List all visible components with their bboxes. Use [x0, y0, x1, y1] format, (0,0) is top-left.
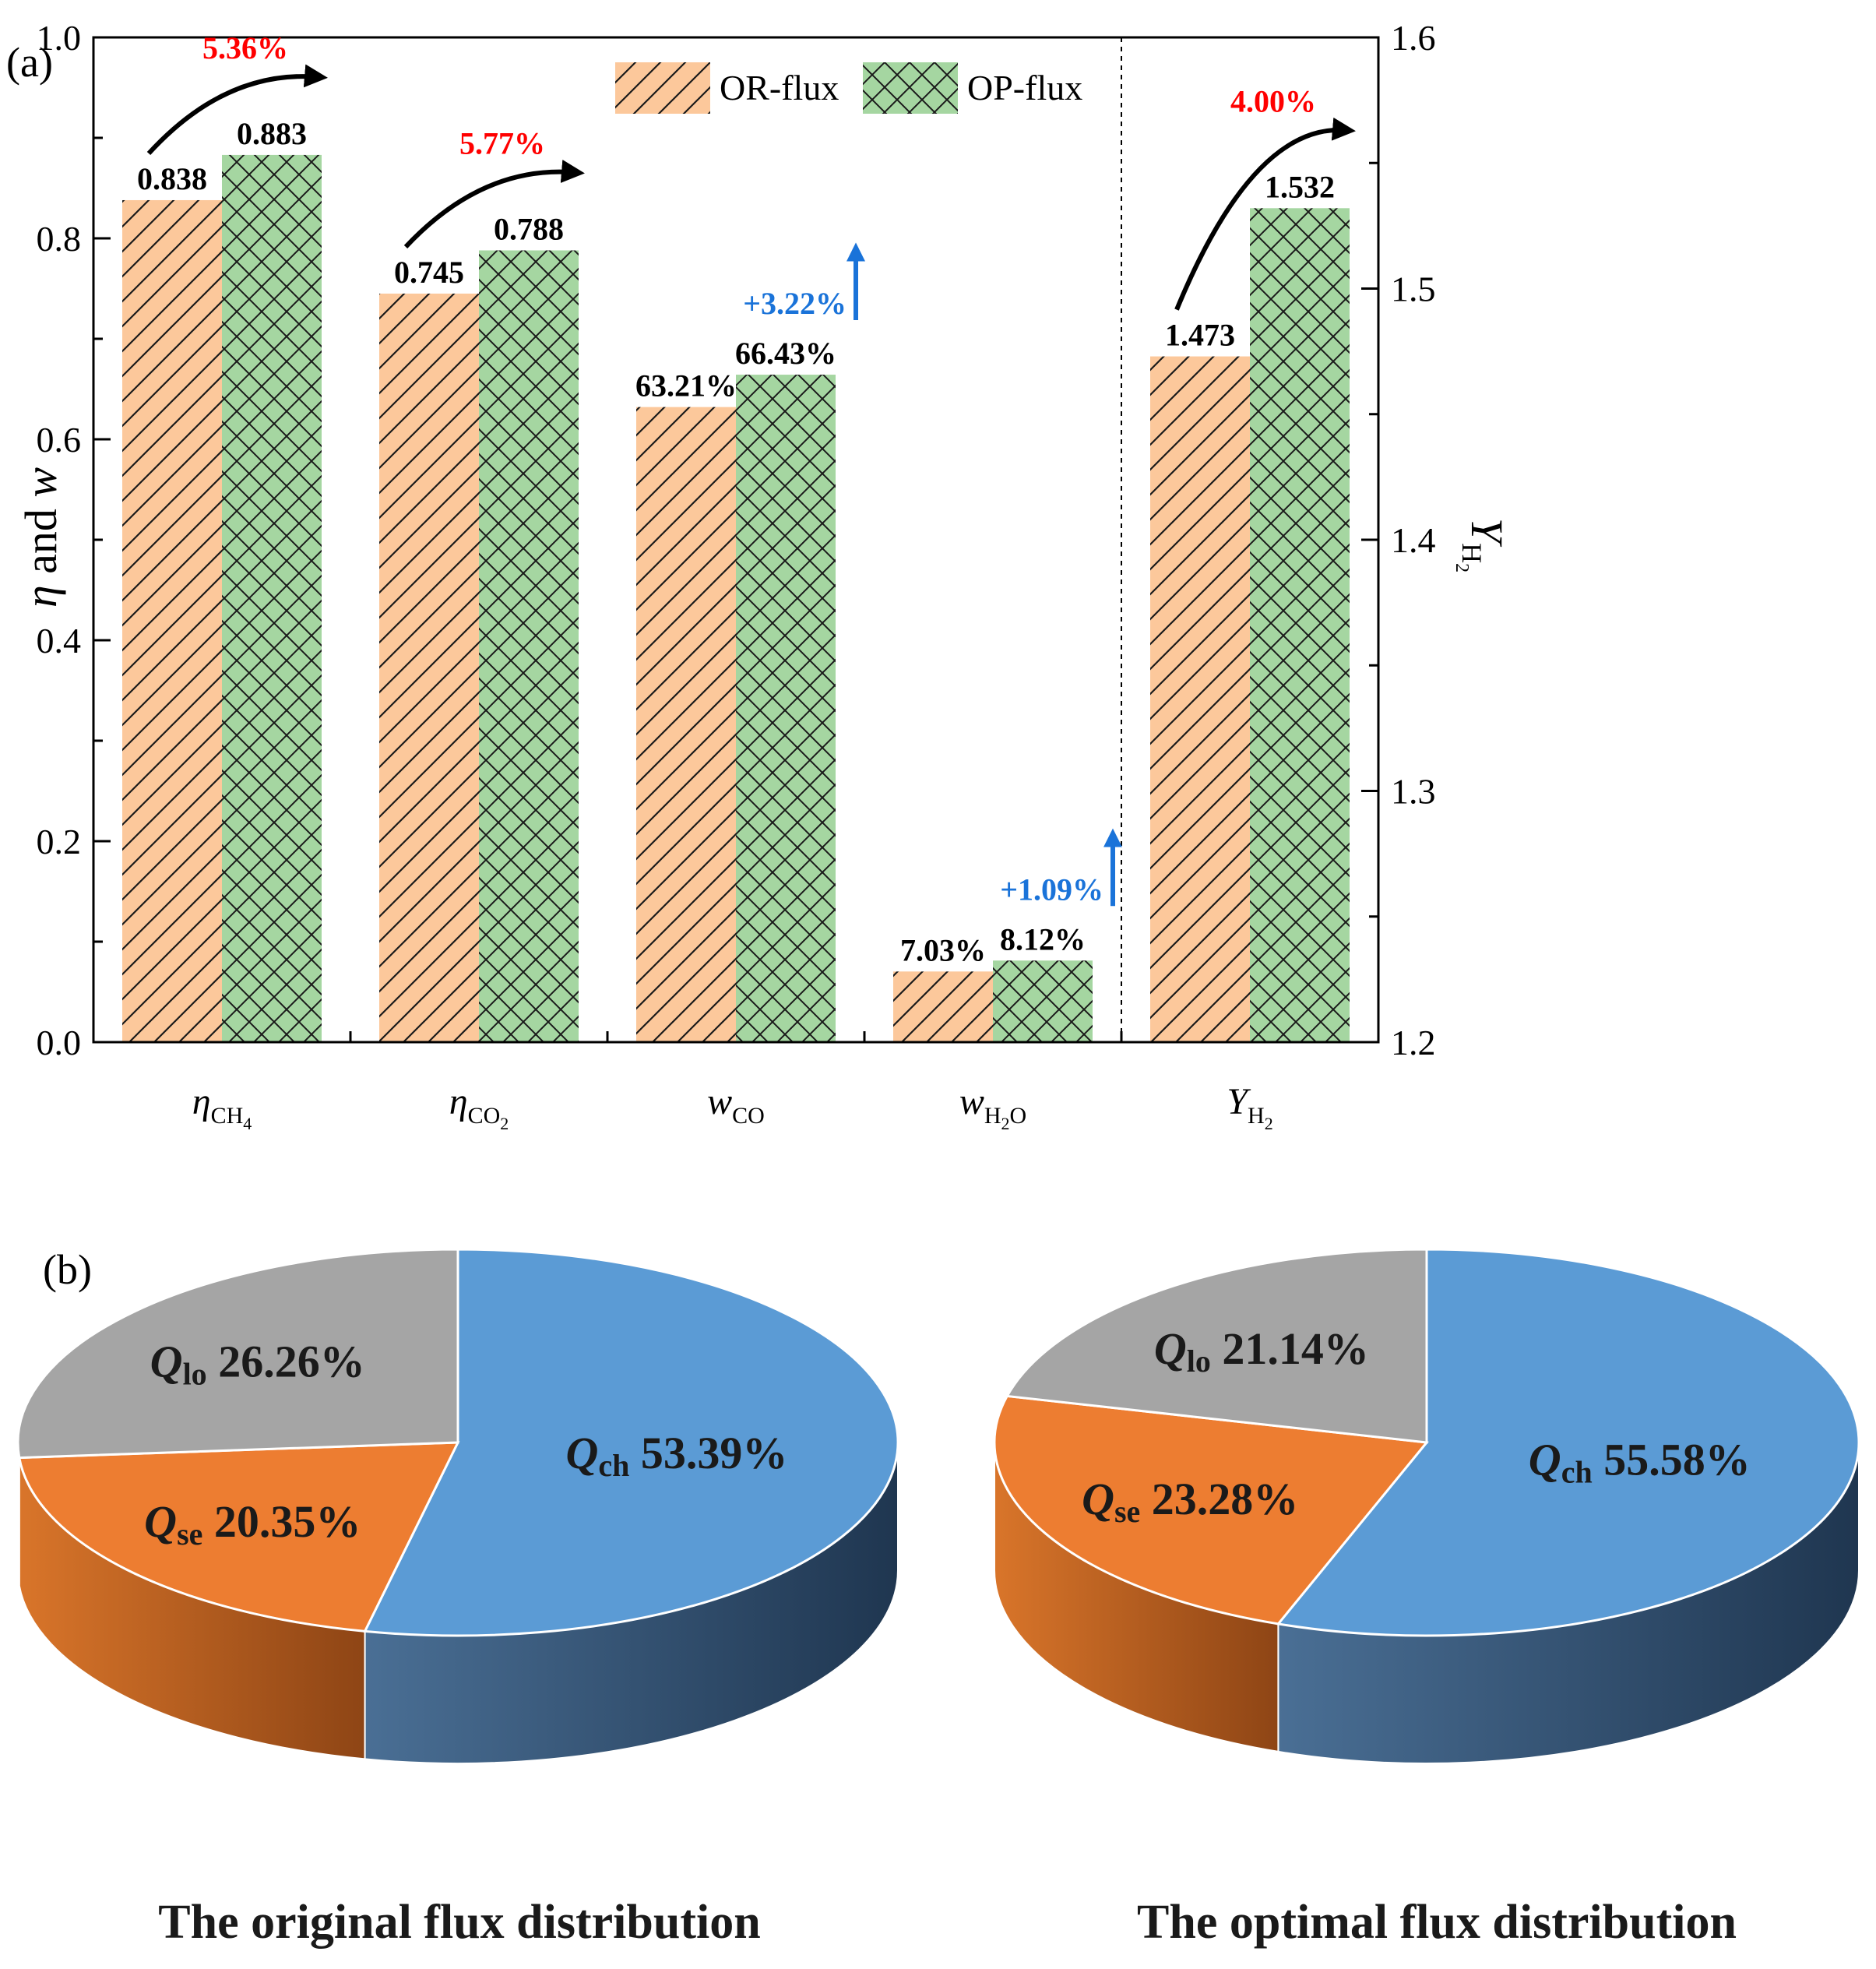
- pie-label-qse: Qse 20.35%: [144, 1496, 361, 1552]
- left-tick-label: 0.4: [37, 621, 82, 660]
- pie-caption: The optimal flux distribution: [1137, 1896, 1737, 1949]
- bar-value-label: 63.21%: [635, 368, 737, 403]
- increase-label: +1.09%: [1000, 872, 1103, 907]
- left-tick-label: 0.0: [37, 1023, 82, 1062]
- bar-op-flux-2: [736, 375, 836, 1043]
- bar-value-label: 8.12%: [1000, 921, 1086, 956]
- left-tick-label: 0.6: [37, 420, 82, 460]
- increase-label: +3.22%: [743, 286, 846, 321]
- right-axis-title: YH2: [1452, 518, 1512, 572]
- axes: ηCH4 ηCO2 wCO wH2O YH2 0.0 0.2 0.4 0.6 0.8 1.0 1.2 1…: [16, 18, 1512, 1133]
- left-tick-label: 0.8: [37, 219, 82, 259]
- bar-or-flux-2: [636, 407, 736, 1042]
- legend-swatch-or-flux: [615, 62, 710, 114]
- right-tick-label: 1.4: [1391, 520, 1436, 560]
- pie-side-qlo: [17, 1442, 20, 1586]
- bar-value-label: 1.532: [1265, 169, 1335, 204]
- bar-value-label: 0.883: [237, 116, 307, 151]
- category-label: ηCH4: [192, 1081, 252, 1133]
- bar-value-labels: 0.838 0.883 0.745 0.788 63.21%66.43% 7.03% 8.1…: [137, 116, 1335, 967]
- increase-label: 4.00%: [1230, 83, 1316, 118]
- bar-op-flux-1: [479, 250, 579, 1043]
- right-tick-label: 1.3: [1391, 772, 1436, 812]
- left-tick-label: 0.2: [37, 822, 82, 861]
- left-tick-label: 1.0: [37, 18, 82, 58]
- bar-op-flux-4: [1250, 208, 1350, 1042]
- pie-label-qse: Qse 23.28%: [1082, 1474, 1298, 1529]
- category-label: ηCO2: [449, 1081, 509, 1133]
- pie-chart-panel: (b) Qch 53.39% Qse 20.35% Qlo 26.26% The or…: [16, 1246, 1860, 1949]
- bar-or-flux-4: [1150, 356, 1250, 1042]
- legend-swatch-op-flux: [863, 62, 958, 114]
- legend-label-or-flux: OR-flux: [720, 68, 839, 107]
- bar-value-label: 0.745: [394, 255, 464, 290]
- right-tick-label: 1.5: [1391, 269, 1436, 309]
- category-label: wCO: [707, 1081, 765, 1129]
- right-tick-label: 1.2: [1391, 1023, 1436, 1062]
- bar-group: [122, 154, 1350, 1043]
- panel-b-label: (b): [43, 1246, 92, 1293]
- pie-caption: The original flux distribution: [158, 1896, 760, 1949]
- bar-value-label: 66.43%: [735, 336, 836, 371]
- legend: OR-flux OP-flux: [615, 62, 1082, 114]
- pie-optimal: Qch 55.58% Qse 23.28% Qlo 21.14% The optima…: [993, 1248, 1860, 1949]
- bar-value-label: 0.838: [137, 161, 207, 196]
- category-label: YH2: [1227, 1081, 1272, 1133]
- pie-slice-qlo: [1005, 1248, 1428, 1444]
- pie-slice-qch: [1276, 1248, 1860, 1637]
- pie-label-qch: Qch 53.39%: [565, 1428, 787, 1483]
- increase-arrow: [146, 64, 328, 156]
- increase-label: 5.36%: [202, 30, 288, 65]
- pie-label-qlo: Qlo 21.14%: [1154, 1323, 1369, 1379]
- pie-slice-qch: [363, 1248, 899, 1637]
- pie-label-qlo: Qlo 26.26%: [150, 1337, 365, 1392]
- panel-a-label: (a): [6, 39, 53, 86]
- bar-chart-panel: (a) ηCH4 ηCO2 wCO wH2O YH2 0.0 0.2 0.4 0.6 0.8 1.0…: [6, 18, 1512, 1133]
- change-annotations: 5.36% 5.77% +3.22% +1.09% 4.00%: [146, 30, 1356, 907]
- pie-original: Qch 53.39% Qse 20.35% Qlo 26.26% The origin…: [16, 1248, 899, 1949]
- bar-value-label: 0.788: [494, 211, 564, 246]
- bar-value-label: 7.03%: [900, 932, 986, 967]
- increase-label: 5.77%: [459, 125, 545, 160]
- bar-value-label: 1.473: [1165, 318, 1235, 353]
- pie-label-qch: Qch 55.58%: [1529, 1435, 1751, 1490]
- left-axis-title: η and w: [16, 467, 66, 608]
- increase-arrow: [1174, 117, 1356, 311]
- bar-op-flux-0: [222, 154, 322, 1043]
- increase-arrow: [403, 160, 585, 249]
- bar-or-flux-0: [122, 199, 222, 1043]
- legend-label-op-flux: OP-flux: [967, 68, 1082, 107]
- pie-slice-qlo: [16, 1248, 459, 1460]
- bar-or-flux-1: [379, 293, 479, 1042]
- category-label: wH2O: [959, 1081, 1026, 1133]
- pie-slice-qse: [993, 1394, 1429, 1626]
- right-tick-label: 1.6: [1391, 18, 1436, 58]
- pie-slice-qse: [17, 1441, 460, 1633]
- bar-or-flux-3: [893, 971, 993, 1042]
- bar-op-flux-3: [993, 960, 1093, 1042]
